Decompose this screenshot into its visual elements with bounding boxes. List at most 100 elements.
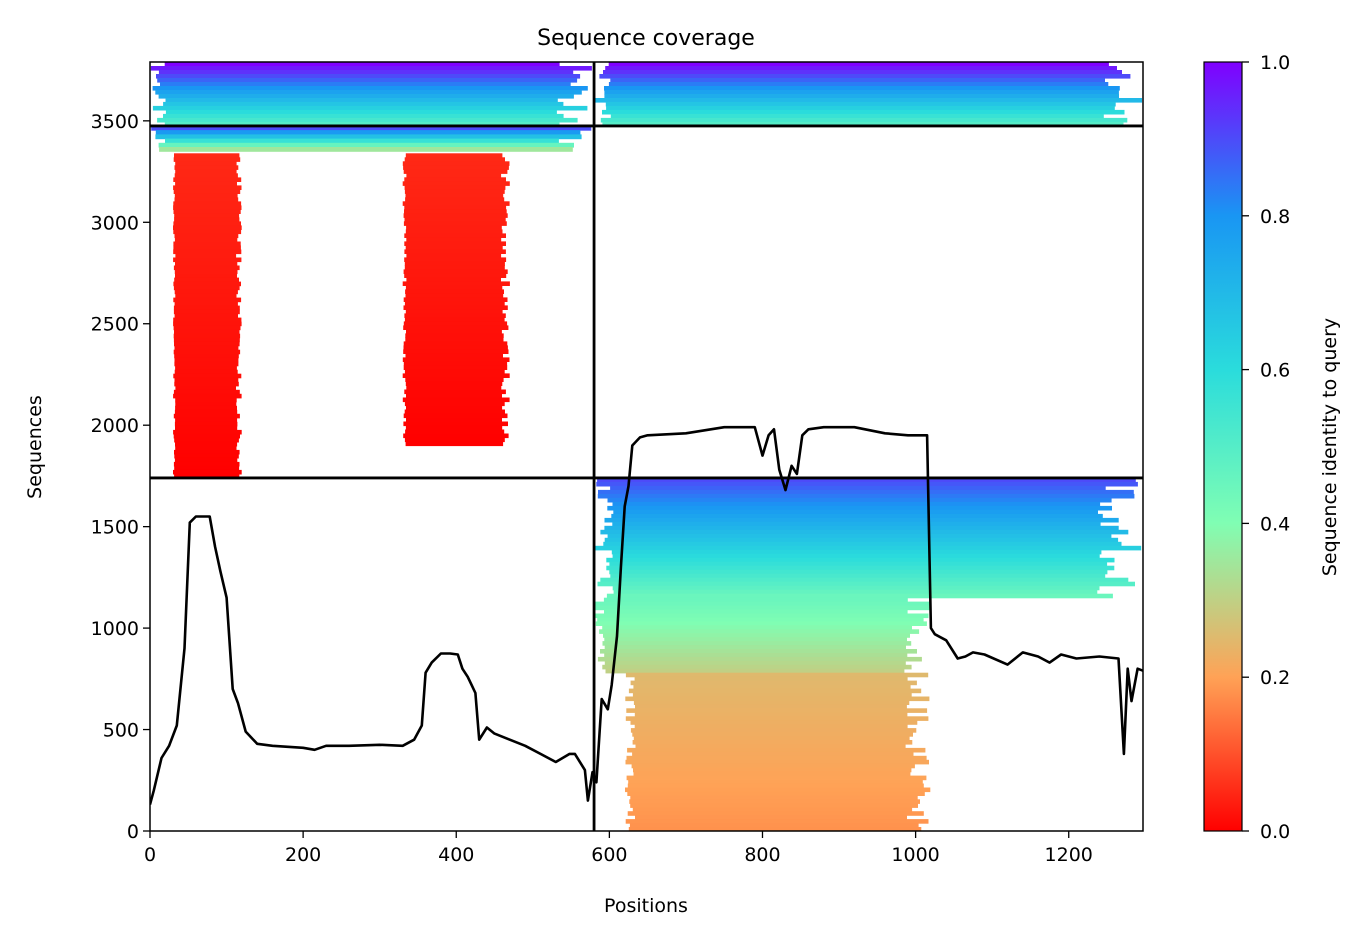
coverage-row [626, 775, 927, 781]
coverage-row [174, 217, 240, 222]
coverage-row [627, 791, 925, 796]
colorbar [1203, 61, 1243, 832]
coverage-row [173, 205, 242, 210]
coverage-row [634, 676, 908, 682]
y-tick-label: 3000 [91, 212, 139, 234]
coverage-row [173, 157, 241, 162]
coverage-row [173, 433, 240, 439]
coverage-row [599, 74, 1131, 79]
coverage-row [175, 161, 237, 166]
coverage-row [406, 173, 502, 178]
coverage-row [604, 653, 908, 658]
coverage-row [174, 381, 239, 387]
coverage-row [175, 261, 238, 267]
coverage-row [597, 493, 1135, 499]
coverage-row [174, 361, 239, 367]
coverage-row [175, 385, 236, 391]
coverage-row [632, 807, 913, 812]
coverage-row [404, 313, 506, 318]
coverage-row [173, 185, 242, 190]
coverage-row [604, 90, 1119, 95]
coverage-row [173, 461, 240, 467]
coverage-row [635, 704, 907, 709]
coverage-row [404, 401, 505, 407]
coverage-row [160, 82, 571, 87]
coverage-row [173, 265, 240, 271]
coverage-row [173, 249, 242, 255]
coverage-row [402, 161, 510, 166]
coverage-row [174, 213, 240, 218]
coverage-row [612, 521, 1101, 527]
coverage-row [607, 505, 1112, 511]
coverage-row [173, 305, 240, 311]
coverage-row [609, 569, 1108, 575]
coverage-row [605, 101, 1116, 107]
coverage-row [402, 397, 510, 403]
y-axis-ticks: 0 500 1000 1500 2000 2500 3000 3500 [91, 111, 150, 843]
coverage-row [173, 349, 241, 355]
coverage-row [173, 393, 242, 399]
x-tick-label: 1000 [891, 844, 939, 866]
coverage-row [635, 815, 907, 820]
coverage-row [159, 147, 573, 152]
coverage-heatmap [150, 62, 1142, 831]
coverage-row [602, 625, 912, 630]
coverage-row [155, 134, 582, 140]
coverage-row [406, 225, 502, 230]
coverage-row [406, 393, 502, 399]
colorbar-tick-label: 0.2 [1260, 667, 1290, 689]
x-tick-label: 0 [144, 844, 156, 866]
coverage-row [404, 157, 505, 162]
coverage-row [174, 173, 238, 178]
coverage-row [404, 389, 506, 395]
y-axis-label: Sequences [24, 395, 46, 499]
coverage-row [403, 269, 508, 274]
coverage-row [155, 90, 582, 95]
coverage-row [596, 481, 1138, 487]
coverage-row [632, 740, 913, 745]
coverage-row [594, 98, 1142, 103]
coverage-row [173, 241, 241, 247]
coverage-row [402, 181, 510, 186]
coverage-row [173, 229, 242, 235]
coverage-row [175, 425, 238, 431]
coverage-row [174, 377, 239, 383]
coverage-row [598, 489, 1134, 495]
coverage-block [173, 153, 242, 479]
x-tick-label: 800 [744, 844, 780, 866]
coverage-row [594, 605, 931, 611]
coverage-row [403, 413, 508, 419]
coverage-row [403, 165, 509, 170]
coverage-row [158, 142, 574, 148]
coverage-row [608, 82, 1109, 87]
colorbar-tick-label: 1.0 [1260, 52, 1290, 74]
coverage-row [175, 397, 237, 403]
coverage-row [406, 417, 502, 423]
coverage-row [163, 101, 564, 107]
coverage-row [173, 389, 240, 395]
coverage-row [405, 293, 504, 298]
coverage-row [405, 229, 503, 234]
coverage-row [174, 353, 239, 359]
coverage-row [173, 429, 242, 435]
coverage-row [164, 62, 560, 67]
coverage-row [603, 597, 908, 603]
coverage-row [600, 649, 917, 654]
coverage-row [174, 357, 239, 363]
coverage-row [173, 201, 242, 206]
chart-title: Sequence coverage [537, 26, 755, 51]
x-tick-label: 1200 [1045, 844, 1093, 866]
coverage-row [633, 700, 910, 705]
coverage-row [403, 297, 508, 302]
coverage-row [174, 341, 240, 347]
coverage-row [633, 736, 910, 741]
y-tick-label: 2500 [91, 314, 139, 336]
coverage-row [173, 337, 240, 343]
coverage-row [175, 365, 237, 371]
coverage-row [632, 692, 912, 698]
coverage-row [165, 138, 559, 144]
coverage-row [610, 78, 1105, 83]
coverage-row [404, 185, 506, 190]
colorbar-ticks: 0.0 0.2 0.4 0.6 0.8 1.0 [1242, 52, 1290, 843]
coverage-row [163, 113, 564, 119]
